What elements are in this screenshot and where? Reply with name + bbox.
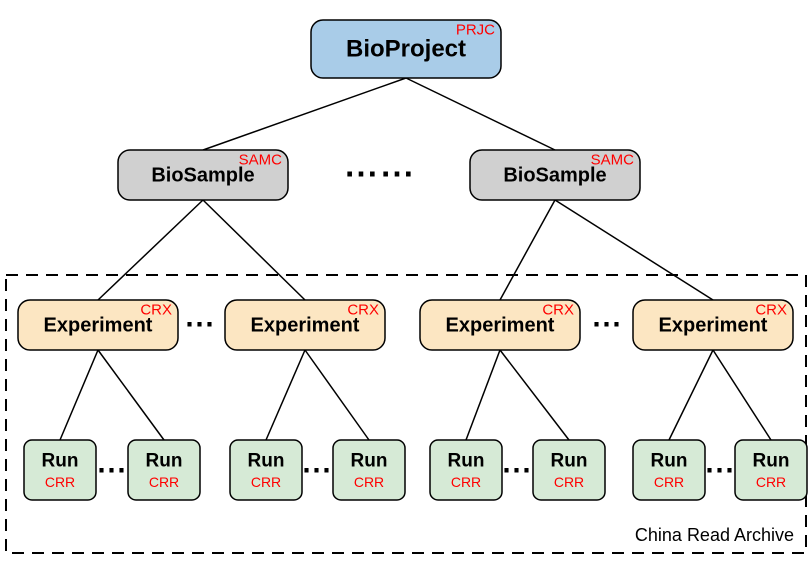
node-tag-r6: CRR <box>554 474 584 490</box>
ellipsis-2: ⋯ <box>592 308 623 341</box>
node-tag-bs2: SAMC <box>591 151 635 168</box>
ellipsis-6: ⋯ <box>705 454 736 487</box>
node-bs2: BioSampleSAMC <box>470 150 640 200</box>
node-tag-r4: CRR <box>354 474 384 490</box>
node-tag-r7: CRR <box>654 474 684 490</box>
node-ex3: ExperimentCRX <box>420 300 580 350</box>
node-tag-r1: CRR <box>45 474 75 490</box>
node-ex4: ExperimentCRX <box>633 300 793 350</box>
node-r2: Run CRR <box>128 440 200 500</box>
node-label-r4: Run <box>351 451 388 472</box>
node-tag-ex1: CRX <box>140 301 172 318</box>
ellipsis-3: ⋯ <box>97 454 128 487</box>
node-bs1: BioSampleSAMC <box>118 150 288 200</box>
node-label-r8: Run <box>753 451 790 472</box>
node-ex1: ExperimentCRX <box>18 300 178 350</box>
node-tag-ex2: CRX <box>347 301 379 318</box>
node-r1: Run CRR <box>24 440 96 500</box>
node-label-ex2: Experiment <box>251 314 360 336</box>
node-tag-ex4: CRX <box>755 301 787 318</box>
ellipsis-0: ⋯⋯ <box>344 155 416 193</box>
ellipsis-1: ⋯ <box>185 308 216 341</box>
diagram-canvas: BioProjectPRJC BioSampleSAMC BioSampleSAMC… <box>0 0 811 561</box>
node-label-ex4: Experiment <box>659 314 768 336</box>
node-label-r1: Run <box>42 451 79 472</box>
node-r7: Run CRR <box>633 440 705 500</box>
node-r6: Run CRR <box>533 440 605 500</box>
node-tag-ex3: CRX <box>542 301 574 318</box>
node-label-bp: BioProject <box>346 35 466 62</box>
node-label-r7: Run <box>651 451 688 472</box>
node-r3: Run CRR <box>230 440 302 500</box>
node-ex2: ExperimentCRX <box>225 300 385 350</box>
node-r4: Run CRR <box>333 440 405 500</box>
node-tag-r3: CRR <box>251 474 281 490</box>
node-tag-bs1: SAMC <box>239 151 283 168</box>
node-label-ex1: Experiment <box>44 314 153 336</box>
node-tag-r2: CRR <box>149 474 179 490</box>
node-label-r5: Run <box>448 451 485 472</box>
node-bp: BioProjectPRJC <box>311 20 501 78</box>
node-r5: Run CRR <box>430 440 502 500</box>
node-label-r6: Run <box>551 451 588 472</box>
node-r8: Run CRR <box>735 440 807 500</box>
node-label-r3: Run <box>248 451 285 472</box>
node-tag-r8: CRR <box>756 474 786 490</box>
archive-caption: China Read Archive <box>635 525 794 545</box>
node-label-r2: Run <box>146 451 183 472</box>
node-tag-bp: PRJC <box>456 21 495 38</box>
node-tag-r5: CRR <box>451 474 481 490</box>
ellipsis-4: ⋯ <box>302 454 333 487</box>
node-label-ex3: Experiment <box>446 314 555 336</box>
ellipsis-5: ⋯ <box>502 454 533 487</box>
